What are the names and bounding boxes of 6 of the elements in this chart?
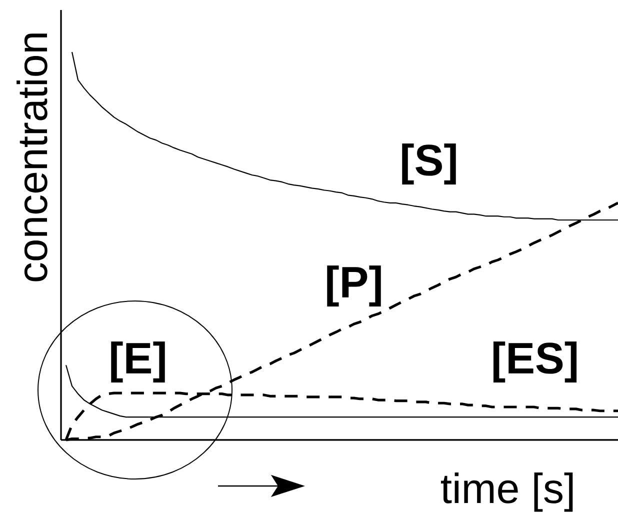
y-axis-title: concentration: [16, 34, 48, 282]
series-label: [P]: [327, 265, 381, 306]
series-label: [ES]: [493, 341, 577, 382]
series-label: [S]: [402, 143, 456, 184]
x-axis-title: time [s]: [440, 472, 573, 512]
legend-label: [E]: [111, 341, 165, 382]
